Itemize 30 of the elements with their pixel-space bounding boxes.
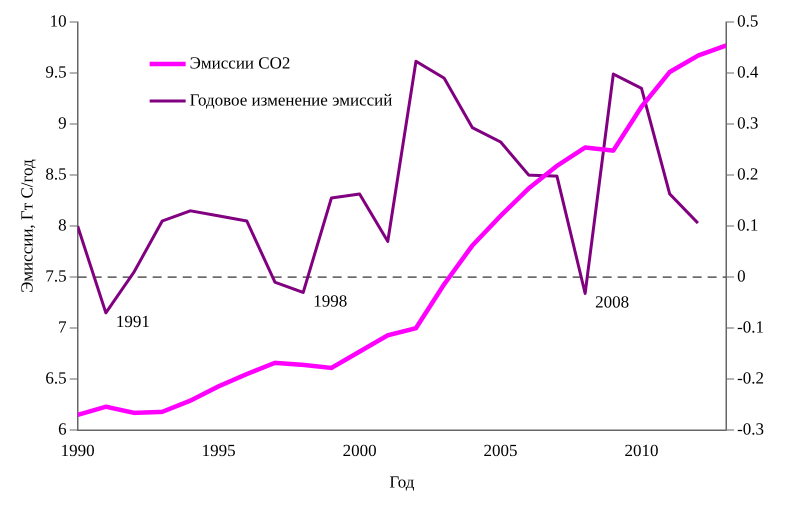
x-tick-label: 2005 — [484, 440, 518, 460]
y-tick-label: 9 — [58, 114, 67, 133]
y-tick-label: 7.5 — [45, 266, 67, 286]
y2-tick-label: -0.2 — [737, 368, 764, 388]
y-tick-label: 10 — [50, 11, 67, 30]
y-tick-label: 9.5 — [45, 62, 67, 82]
annotation: 1998 — [313, 291, 348, 310]
annotation: 1991 — [116, 312, 150, 331]
y2-tick-label: 0.4 — [737, 62, 759, 82]
y-tick-label: 7 — [58, 318, 68, 337]
y-tick-label: 8.5 — [45, 164, 67, 184]
x-tick-label: 1990 — [60, 440, 95, 460]
y2-tick-label: 0.5 — [737, 11, 758, 30]
y2-tick-label: -0.3 — [737, 420, 764, 439]
y2-tick-label: 0 — [737, 266, 746, 286]
x-tick-label: 2000 — [342, 440, 377, 460]
y-tick-label: 6.5 — [45, 368, 67, 388]
x-axis-title: Год — [389, 472, 415, 492]
y-tick-label: 8 — [58, 216, 67, 235]
y2-tick-label: 0.3 — [737, 114, 758, 133]
y2-tick-label: 0.2 — [737, 164, 758, 184]
x-tick-label: 1995 — [202, 440, 236, 460]
y-axis-title: Эмиссии, Гт С/год — [18, 158, 37, 293]
legend-label: Годовое изменение эмиссий — [190, 90, 392, 110]
legend-label: Эмиссии CO2 — [190, 53, 290, 72]
x-tick-label: 2010 — [624, 440, 659, 460]
y2-tick-label: 0.1 — [737, 216, 758, 235]
annotation: 2008 — [595, 292, 630, 312]
y2-tick-label: -0.1 — [737, 318, 764, 337]
y-tick-label: 6 — [58, 420, 67, 439]
